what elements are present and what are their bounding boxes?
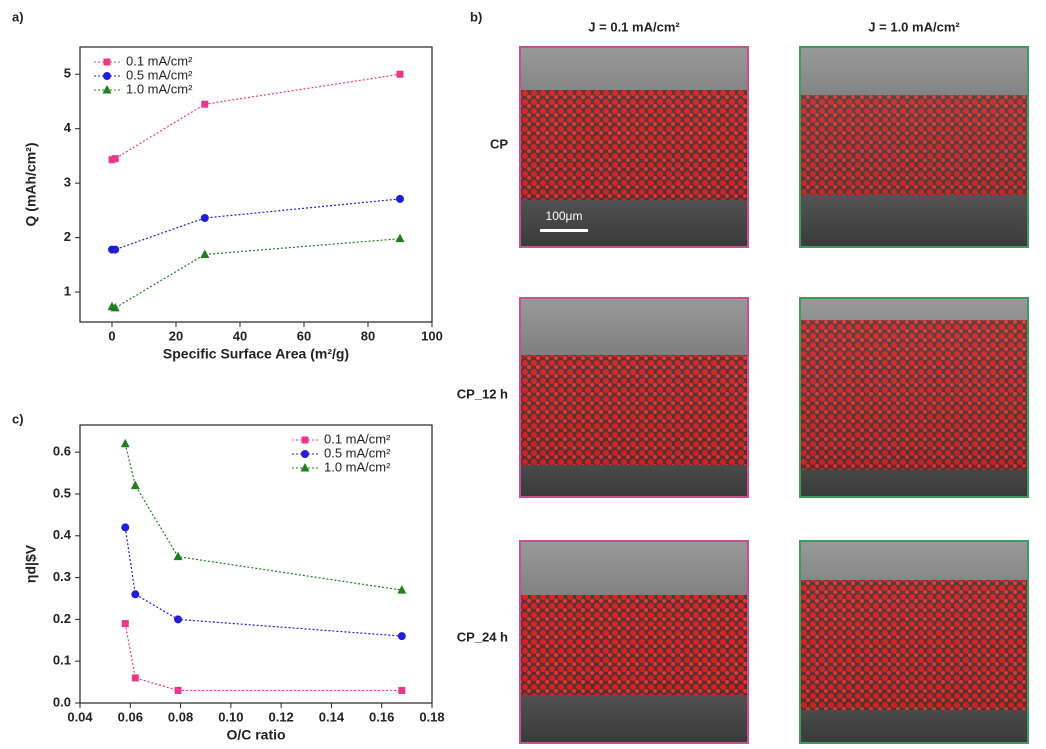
x-tick-label: 20 [169, 328, 183, 343]
marker [103, 58, 111, 66]
y-tick-label: 0.3 [53, 569, 71, 584]
red-overlay [521, 90, 747, 200]
legend-label: 0.1 mA/cm² [324, 431, 391, 446]
y-tick-label: 3 [64, 175, 71, 190]
legend-label: 0.5 mA/cm² [324, 445, 391, 460]
marker [301, 450, 309, 458]
x-tick-label: 60 [297, 328, 311, 343]
marker [300, 463, 310, 472]
series-line [124, 443, 402, 591]
x-tick-label: 80 [361, 328, 375, 343]
y-tick-label: 4 [64, 120, 72, 135]
legend-label: 1.0 mA/cm² [324, 459, 391, 474]
red-overlay [801, 320, 1027, 470]
y-axis-label: ηd|$V [23, 544, 39, 583]
x-tick-label: 0.10 [218, 709, 243, 724]
x-tick-label: 0.04 [67, 709, 93, 724]
marker [103, 72, 111, 80]
scale-bar [540, 229, 588, 232]
marker [111, 245, 120, 254]
legend-label: 0.5 mA/cm² [126, 67, 193, 82]
x-tick-label: 0.12 [268, 709, 293, 724]
x-tick-label: 0.16 [369, 709, 394, 724]
marker [121, 620, 129, 628]
panel-label: b) [470, 9, 482, 24]
x-tick-label: 40 [233, 328, 247, 343]
marker [120, 438, 130, 448]
marker [131, 674, 139, 682]
marker [200, 249, 210, 258]
y-tick-label: 0.2 [53, 611, 71, 626]
marker [110, 302, 120, 312]
y-tick-label: 2 [64, 229, 71, 244]
marker [395, 233, 405, 243]
plot-frame [79, 424, 433, 704]
marker [102, 85, 112, 94]
marker [396, 194, 404, 203]
marker [398, 686, 406, 694]
x-tick-label: 0.14 [319, 709, 345, 724]
red-overlay [521, 355, 747, 465]
marker [174, 686, 182, 694]
marker [130, 480, 140, 490]
plot-frame [79, 46, 433, 323]
panel-label: a) [12, 9, 24, 24]
marker [121, 523, 130, 532]
y-tick-label: 0.5 [53, 485, 71, 500]
series-line [124, 527, 402, 637]
micrographs: 100μm [519, 46, 1029, 744]
x-tick-label: 100 [421, 328, 443, 343]
y-tick-label: 0.1 [53, 653, 71, 668]
marker [200, 213, 209, 222]
marker [301, 436, 309, 444]
marker [174, 615, 183, 624]
x-tick-label: 0.06 [118, 709, 143, 724]
marker [397, 585, 407, 594]
column-header: J = 1.0 mA/cm² [868, 19, 960, 34]
marker [131, 590, 140, 599]
y-tick-label: 0.0 [53, 694, 71, 709]
y-tick-label: 1 [64, 283, 71, 298]
x-axis-label: O/C ratio [226, 727, 285, 743]
y-axis-label: Q (mAh/cm²) [23, 143, 39, 227]
y-tick-label: 5 [64, 66, 71, 81]
marker [173, 551, 183, 561]
y-tick-label: 0.6 [53, 444, 71, 459]
legend-label: 0.1 mA/cm² [126, 53, 193, 68]
marker [111, 155, 119, 163]
row-label: CP_12 h [457, 386, 508, 401]
legend-label: 1.0 mA/cm² [126, 81, 193, 96]
row-label: CP [490, 136, 508, 151]
y-tick-label: 0.4 [53, 527, 72, 542]
red-overlay [801, 95, 1027, 195]
x-axis-label: Specific Surface Area (m²/g) [163, 346, 349, 362]
x-tick-label: 0 [108, 328, 115, 343]
x-tick-label: 0.08 [168, 709, 193, 724]
marker [397, 632, 406, 641]
series-line [124, 623, 402, 692]
column-header: J = 0.1 mA/cm² [588, 19, 680, 34]
x-tick-label: 0.18 [419, 709, 444, 724]
marker [201, 100, 209, 108]
red-overlay [521, 595, 747, 695]
red-overlay [801, 580, 1027, 710]
row-label: CP_24 h [457, 629, 508, 644]
panel-label: c) [12, 411, 24, 426]
series-line [111, 238, 401, 309]
scale-bar-label: 100μm [546, 209, 583, 223]
marker [396, 70, 404, 78]
